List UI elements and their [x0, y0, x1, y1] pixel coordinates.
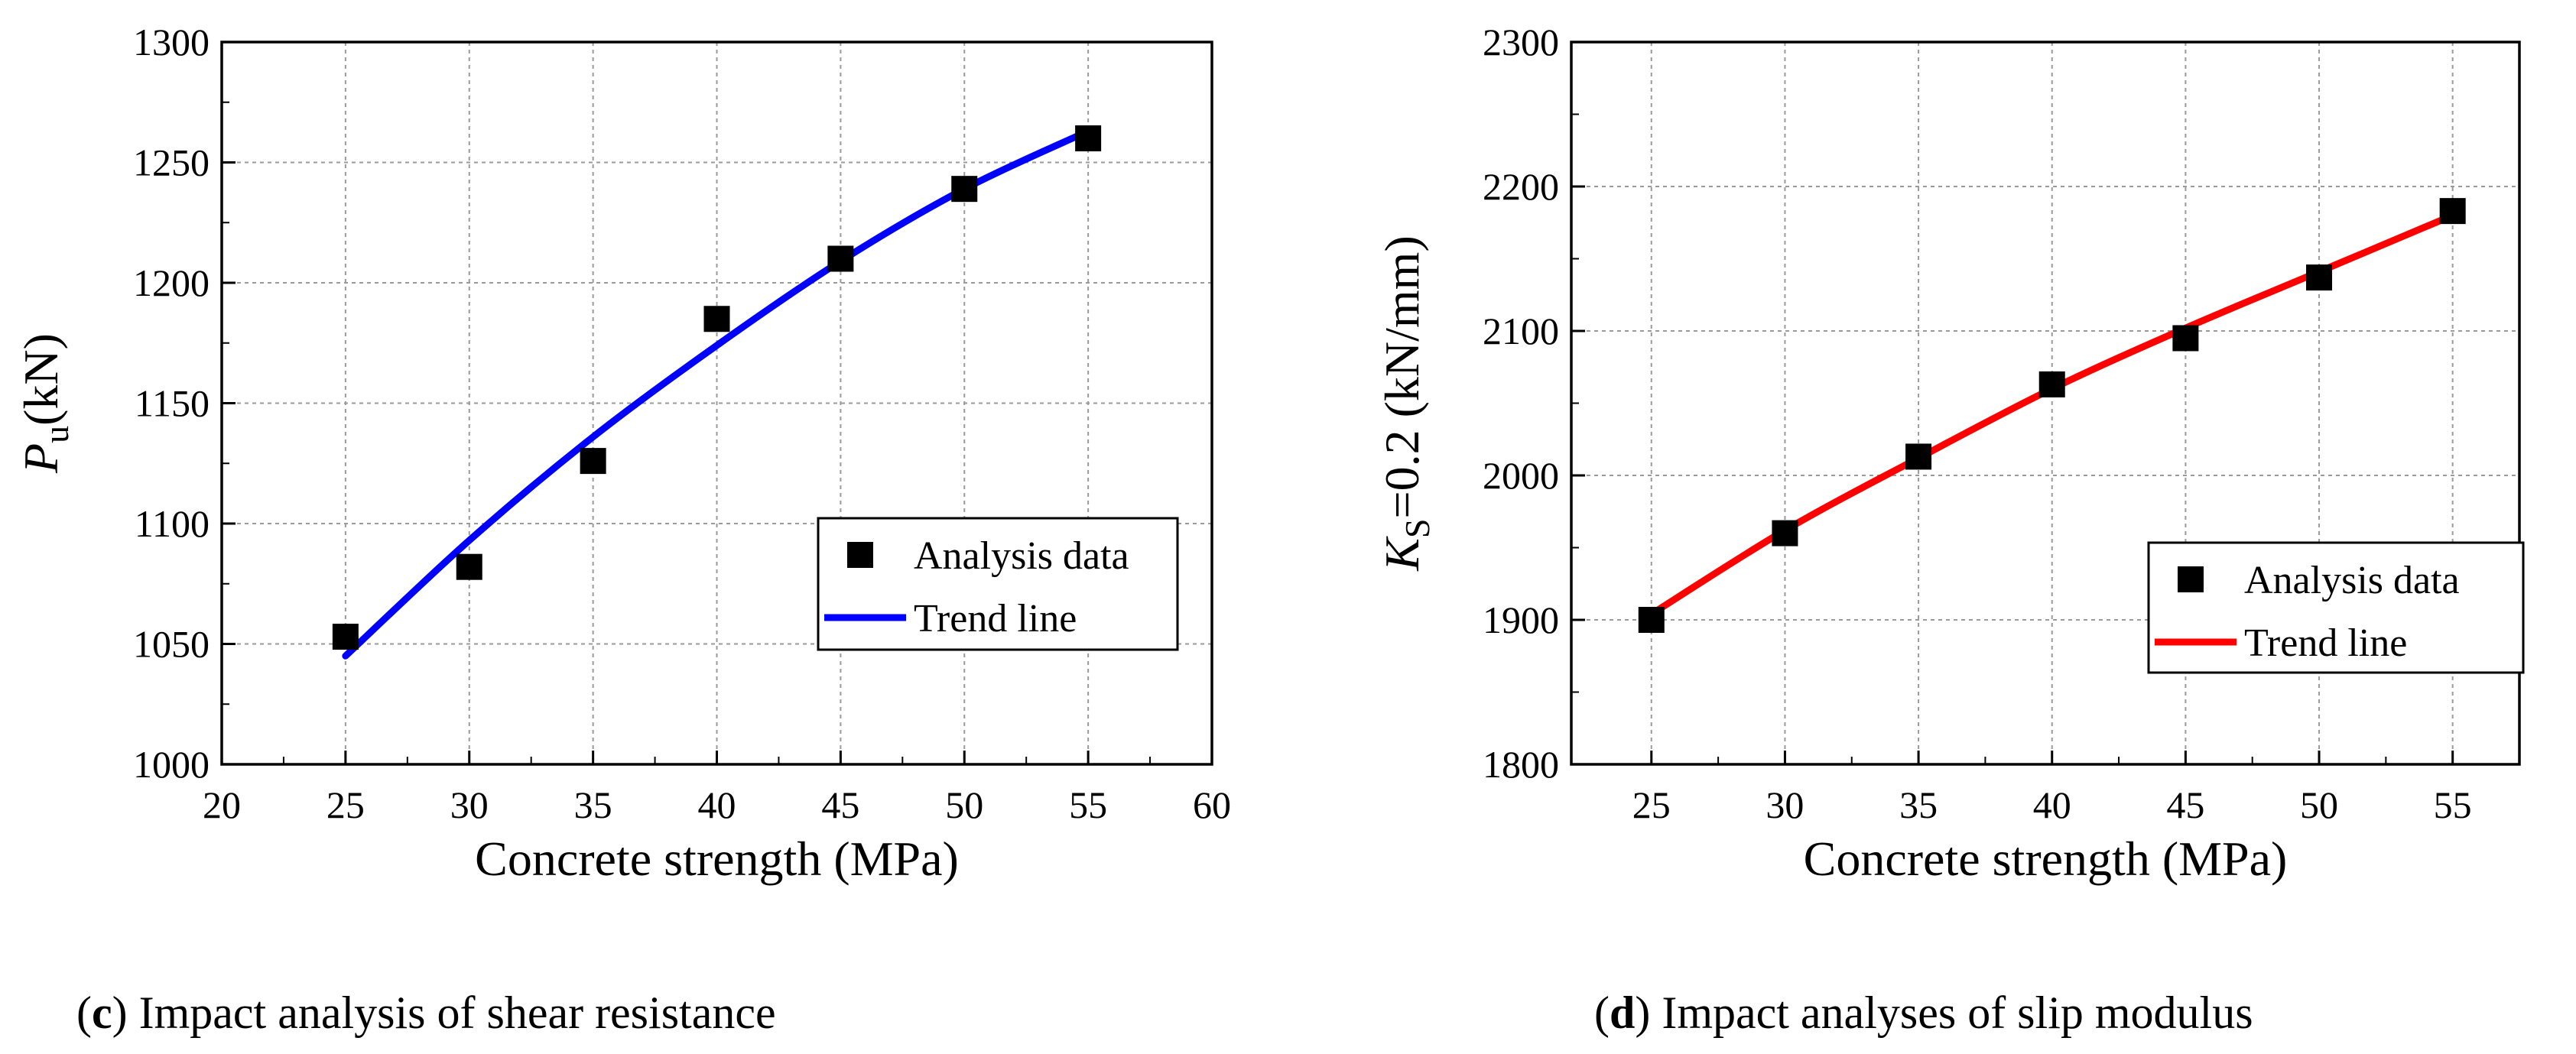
data-point	[1075, 125, 1102, 151]
y-tick-label: 2100	[1483, 310, 1559, 352]
y-tick-label: 1000	[133, 743, 210, 786]
data-point	[1638, 607, 1665, 633]
x-tick-label: 20	[203, 783, 241, 826]
data-point	[1905, 443, 1932, 470]
y-axis-subscript: S	[1398, 519, 1437, 539]
x-tick-label: 45	[2166, 783, 2204, 826]
caption-letter: d	[1610, 988, 1635, 1038]
legend-label: Trend line	[914, 597, 1077, 641]
y-tick-label: 2300	[1483, 21, 1559, 63]
data-point	[1772, 520, 1798, 546]
y-axis-title: Pu(kN)	[14, 333, 76, 474]
legend-label: Analysis data	[2244, 559, 2460, 602]
data-point	[2306, 264, 2333, 291]
x-tick-label: 30	[1766, 783, 1804, 826]
caption-text: Impact analyses of slip modulus	[1650, 988, 2253, 1038]
x-tick-label: 50	[2300, 783, 2338, 826]
y-axis-symbol: K	[1375, 536, 1429, 572]
legend-box	[2147, 541, 2525, 674]
data-point	[951, 176, 978, 203]
caption: (d) Impact analyses of slip modulus	[1594, 988, 2253, 1038]
legend-marker	[847, 542, 873, 568]
caption: (c) Impact analysis of shear resistance	[76, 988, 776, 1038]
y-tick-label: 2000	[1483, 454, 1559, 497]
x-tick-label: 45	[821, 783, 859, 826]
x-tick-label: 60	[1193, 783, 1231, 826]
y-tick-label: 1900	[1483, 598, 1559, 641]
x-axis-title: Concrete strength (MPa)	[1804, 832, 2288, 886]
x-tick-label: 50	[945, 783, 983, 826]
x-tick-label: 25	[1632, 783, 1671, 826]
data-point	[2172, 325, 2199, 352]
y-axis-subscript: u	[37, 426, 76, 443]
data-point	[2038, 371, 2065, 397]
x-tick-label: 55	[1069, 783, 1107, 826]
legend: Analysis data Trend line	[2147, 541, 2525, 674]
y-tick-label: 1300	[133, 21, 210, 63]
caption-paren: (	[76, 988, 92, 1038]
x-tick-label: 35	[1899, 783, 1938, 826]
caption-paren: )	[1635, 988, 1650, 1038]
data-point	[332, 624, 359, 650]
y-tick-label: 1250	[133, 141, 210, 184]
x-tick-label: 35	[574, 783, 612, 826]
data-point	[2439, 198, 2466, 225]
data-point	[827, 245, 854, 272]
plot-frame	[220, 41, 1213, 766]
caption-text: Impact analysis of shear resistance	[128, 988, 776, 1038]
x-axis-title: Concrete strength (MPa)	[475, 832, 959, 886]
chart-panel-d: 25 30 35 40 45 50 55 1800 1900 2000 2100 2200 2300 An…	[1375, 21, 2525, 1038]
x-tick-label: 55	[2434, 783, 2472, 826]
y-tick-label: 1200	[133, 261, 210, 304]
data-point	[703, 306, 730, 332]
y-axis-unit: (kN)	[14, 333, 68, 426]
x-tick-label: 30	[450, 783, 489, 826]
legend-label: Trend line	[2244, 621, 2407, 665]
y-axis-unit: =0.2 (kN/mm)	[1375, 235, 1429, 518]
plot-frame	[1570, 41, 2521, 766]
caption-paren: (	[1594, 988, 1610, 1038]
x-tick-label: 25	[326, 783, 365, 826]
y-axis-title: KS=0.2 (kN/mm)	[1375, 235, 1437, 572]
y-tick-label: 1150	[135, 382, 210, 425]
legend-marker	[2178, 566, 2204, 592]
data-point	[580, 448, 606, 475]
x-tick-label: 40	[2033, 783, 2071, 826]
y-tick-label: 1050	[133, 623, 210, 666]
x-tick-label: 40	[698, 783, 736, 826]
legend-label: Analysis data	[914, 534, 1129, 578]
y-axis-symbol: P	[14, 443, 68, 474]
y-tick-label: 2200	[1483, 165, 1559, 208]
legend-box	[817, 517, 1179, 651]
y-tick-label: 1100	[135, 502, 210, 545]
caption-paren: )	[112, 988, 128, 1038]
chart-panel-c: 20 25 30 35 40 45 50 55 60 1000 1050 1100 1150 1200 12…	[14, 21, 1231, 1038]
data-point	[456, 553, 482, 580]
y-tick-label: 1800	[1483, 743, 1559, 786]
caption-letter: c	[92, 988, 112, 1038]
legend: Analysis data Trend line	[817, 517, 1179, 651]
